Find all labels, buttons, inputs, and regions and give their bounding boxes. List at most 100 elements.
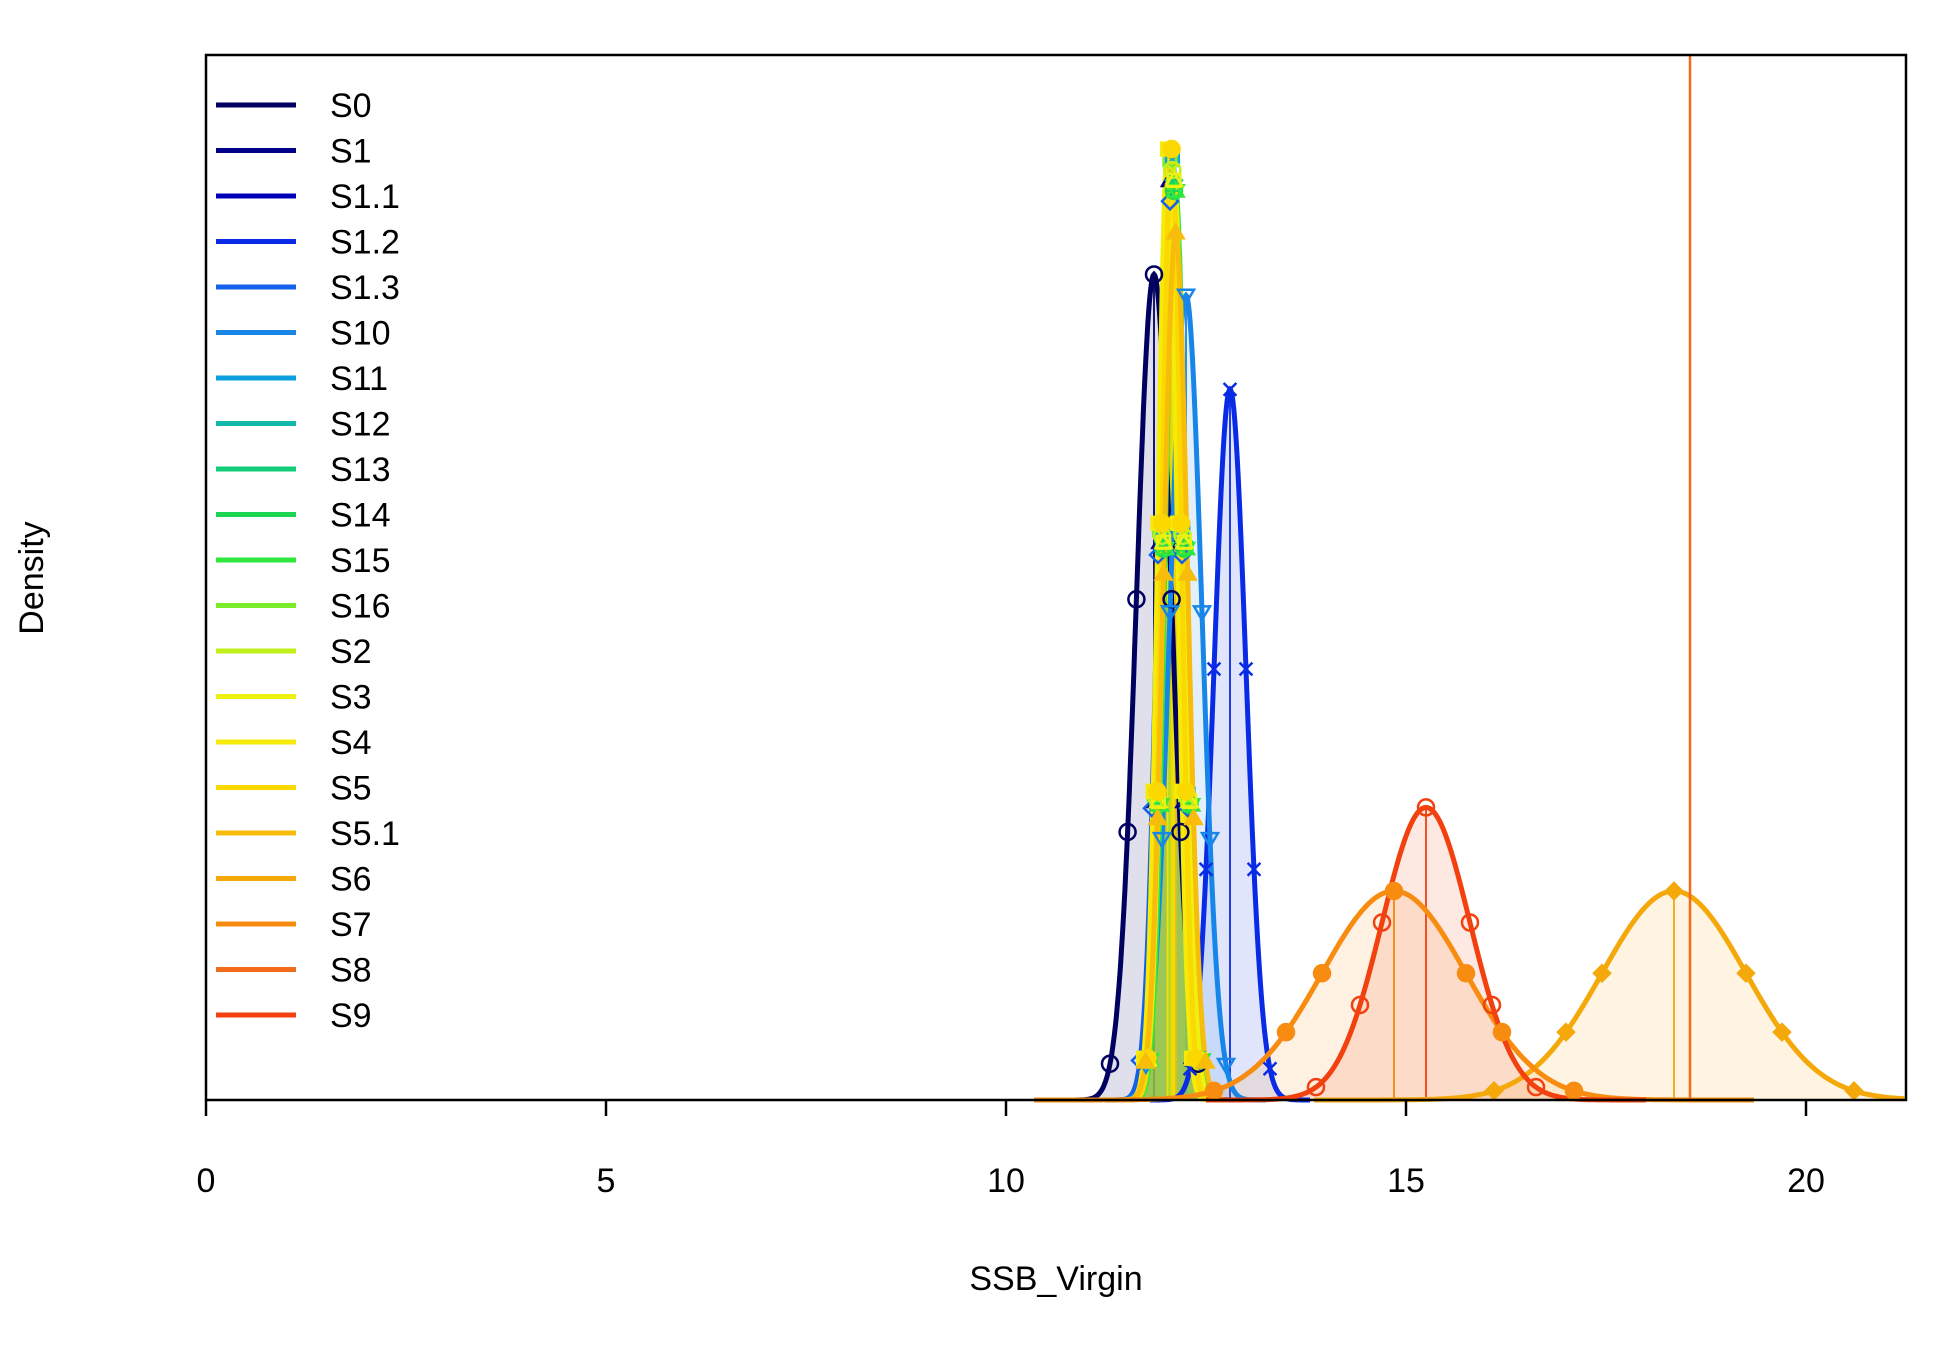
- marker-s6-4: [1736, 963, 1756, 984]
- legend-label-s11: S11: [330, 360, 388, 398]
- legend-item-s1: S1: [216, 133, 372, 171]
- x-tick-label-0: 0: [197, 1162, 216, 1200]
- legend-label-s14: S14: [330, 497, 391, 535]
- marker-s5-1-4: [1177, 563, 1198, 581]
- legend-item-s0: S0: [216, 87, 372, 125]
- marker-s5-2: [1152, 513, 1172, 533]
- marker-s5-1-6: [1195, 1051, 1216, 1069]
- marker-s5-1-1: [1147, 807, 1168, 826]
- legend-label-s6: S6: [330, 861, 372, 899]
- legend-label-s5: S5: [330, 770, 372, 808]
- legend-item-s11: S11: [216, 360, 388, 398]
- marker-s10-6: [1215, 1057, 1237, 1076]
- legend-item-s13: S13: [216, 451, 391, 489]
- marker-s9-3: [1416, 798, 1436, 817]
- legend-label-s15: S15: [330, 542, 391, 580]
- x-tick-label-1: 5: [597, 1162, 616, 1200]
- legend-label-s10: S10: [330, 315, 391, 353]
- marker-s7-2: [1312, 963, 1332, 983]
- marker-s9-0: [1306, 1077, 1326, 1097]
- marker-s5-1-2: [1153, 563, 1174, 581]
- legend-label-s0: S0: [330, 87, 372, 125]
- marker-s10-5: [1199, 831, 1221, 850]
- legend-item-s2: S2: [216, 633, 372, 671]
- legend-label-s13: S13: [330, 451, 391, 489]
- legend-label-s8: S8: [330, 952, 372, 990]
- legend-item-s3: S3: [216, 679, 372, 717]
- legend-label-s1-1: S1.1: [330, 178, 400, 216]
- density-fill-s6: [1314, 891, 1906, 1100]
- marker-s0-5: [1171, 822, 1190, 842]
- legend-item-s8: S8: [216, 952, 372, 990]
- x-tick-label-3: 15: [1387, 1162, 1425, 1200]
- marker-s5-1-5: [1183, 807, 1204, 826]
- marker-s1-2-1: [1198, 862, 1214, 877]
- marker-s10-4: [1191, 605, 1213, 623]
- marker-s0-0: [1100, 1054, 1120, 1073]
- legend-label-s3: S3: [330, 679, 372, 717]
- marker-s10-3: [1175, 288, 1197, 306]
- legend-label-s1: S1: [330, 133, 372, 171]
- x-axis-title: SSB_Virgin: [969, 1260, 1142, 1298]
- marker-s1-2-3: [1222, 382, 1238, 397]
- marker-s9-5: [1482, 995, 1502, 1015]
- marker-s9-1: [1350, 995, 1370, 1015]
- legend-item-s4: S4: [216, 724, 372, 762]
- x-tick-label-4: 20: [1787, 1162, 1825, 1200]
- legend-label-s9: S9: [330, 997, 372, 1035]
- legend-label-s4: S4: [330, 724, 372, 762]
- legend-item-s12: S12: [216, 406, 391, 444]
- marker-s3-3: [1163, 169, 1185, 189]
- marker-s0-3: [1144, 265, 1164, 284]
- legend: S0 S1 S1.1 S1.2 S1.3 S10 S11 S12 S13 S14 S15 S16 S2 S…: [216, 87, 400, 1035]
- legend-item-s1-2: S1.2: [216, 224, 400, 262]
- legend-item-s5-1: S5.1: [216, 815, 400, 853]
- legend-label-s1-2: S1.2: [330, 224, 400, 262]
- marker-s10-2: [1159, 605, 1181, 623]
- marker-s5-1-3: [1165, 222, 1186, 240]
- plot-frame: [204, 53, 1908, 1102]
- legend-item-s6: S6: [216, 861, 372, 899]
- x-tick-label-2: 10: [987, 1162, 1025, 1200]
- marker-s9-2: [1372, 913, 1392, 932]
- marker-s1-2-2: [1206, 661, 1222, 677]
- legend-item-s16: S16: [216, 588, 391, 626]
- legend-label-s7: S7: [330, 906, 372, 944]
- marker-s0-1: [1118, 822, 1137, 842]
- marker-s5-5: [1176, 782, 1196, 801]
- legend-item-s9: S9: [216, 997, 372, 1035]
- marker-s9-6: [1526, 1077, 1546, 1097]
- marker-s6-3: [1664, 881, 1684, 901]
- marker-s5-1: [1147, 782, 1167, 801]
- legend-label-s1-3: S1.3: [330, 269, 400, 307]
- marker-s9-4: [1460, 913, 1480, 932]
- marker-s6-2: [1592, 963, 1612, 984]
- legend-label-s12: S12: [330, 406, 391, 444]
- marker-s5-1-0: [1135, 1051, 1156, 1069]
- marker-s6-5: [1772, 1022, 1792, 1042]
- marker-s3-4: [1174, 531, 1195, 550]
- y-axis-title: Density: [13, 521, 51, 634]
- legend-item-s1-3: S1.3: [216, 269, 400, 307]
- marker-s7-5: [1492, 1022, 1512, 1042]
- legend-item-s5: S5: [216, 770, 372, 808]
- legend-item-s1-1: S1.1: [216, 178, 400, 216]
- marker-s1-2-5: [1246, 862, 1262, 877]
- marker-s1-2-6: [1262, 1061, 1278, 1077]
- density-markers: [1100, 139, 1864, 1101]
- marker-s7-4: [1456, 963, 1476, 983]
- legend-item-s14: S14: [216, 497, 391, 535]
- marker-s1-2-4: [1238, 661, 1254, 677]
- marker-s7-3: [1384, 881, 1404, 901]
- legend-label-s2: S2: [330, 633, 372, 671]
- legend-item-s15: S15: [216, 542, 391, 580]
- legend-item-s10: S10: [216, 315, 391, 353]
- marker-s7-0: [1204, 1081, 1224, 1101]
- legend-item-s7: S7: [216, 906, 372, 944]
- marker-s7-1: [1276, 1022, 1296, 1042]
- x-axis: 0 5 10 15 20: [197, 1100, 1825, 1200]
- marker-s3-2: [1153, 531, 1174, 550]
- marker-s10-1: [1151, 831, 1173, 850]
- marker-s7-6: [1564, 1081, 1584, 1101]
